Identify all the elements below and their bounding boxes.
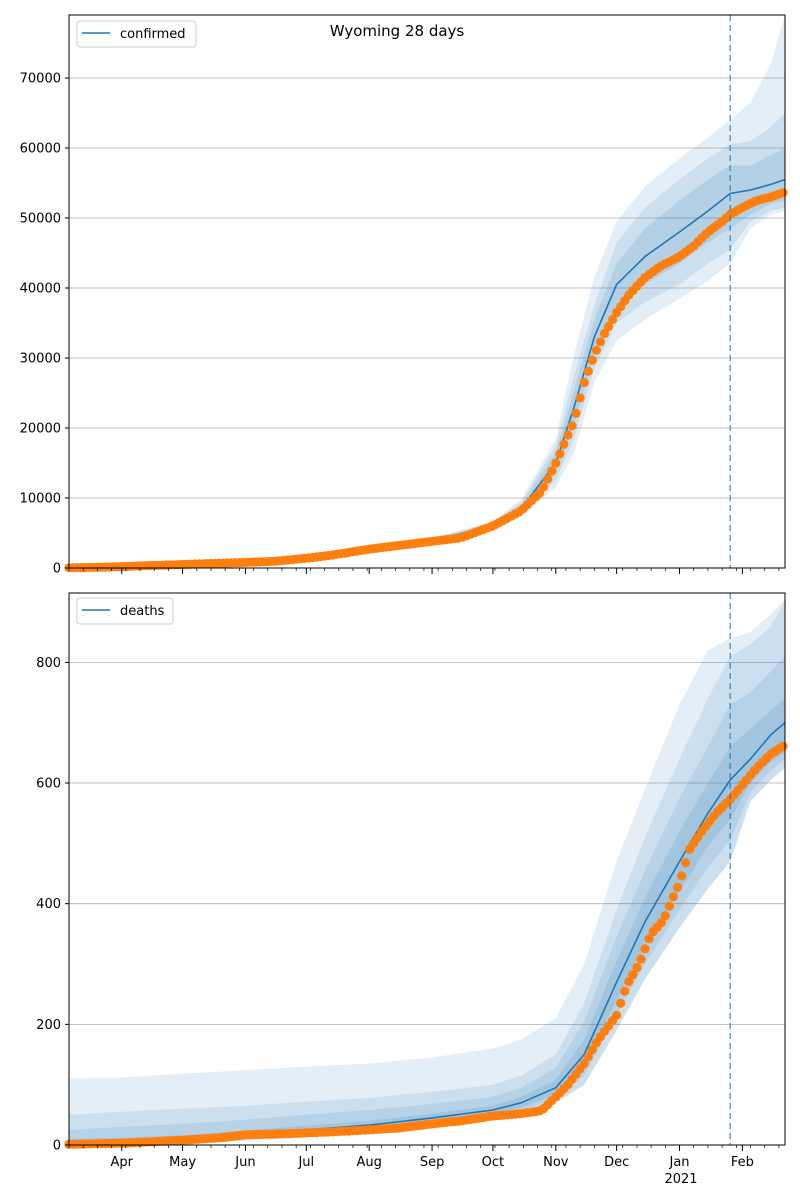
y-tick-label: 600 [36, 777, 61, 792]
observed-point [616, 998, 626, 1008]
y-tick-label: 40000 [20, 282, 61, 297]
observed-point [583, 366, 593, 376]
uncertainty-band-2 [69, 113, 785, 568]
observed-point [551, 458, 561, 468]
observed-point [778, 741, 788, 751]
observed-point [543, 474, 553, 484]
uncertainty-band-1 [69, 15, 785, 568]
y-tick-label: 10000 [20, 492, 61, 507]
observed-point [778, 188, 788, 198]
confirmed-legend-label: confirmed [120, 27, 186, 42]
observed-point [636, 954, 646, 964]
y-tick-label: 30000 [20, 352, 61, 367]
observed-point [640, 944, 650, 954]
confirmed-panel: 0 10000 20000 30000 40000 50000 60000 70000 con… [20, 14, 788, 577]
observed-point [644, 934, 654, 944]
deaths-panel: 0 200 400 600 800 Apr May Jun Jul Aug Sep Oct Nov De… [36, 592, 788, 1187]
y-tick-label: 60000 [20, 142, 61, 157]
observed-point [579, 1059, 589, 1069]
observed-point [628, 970, 638, 980]
y-tick-label: 0 [53, 562, 61, 577]
deaths-legend-label: deaths [120, 604, 165, 619]
observed-point [587, 355, 597, 365]
x-year-label: 2021 [664, 1172, 697, 1187]
observed-point [672, 882, 683, 892]
y-tick-label: 50000 [20, 212, 61, 227]
uncertainty-band-1 [69, 599, 785, 1145]
observed-point [603, 321, 614, 332]
x-tick-label: Jan [669, 1155, 690, 1170]
observed-point [677, 871, 687, 881]
observed-point [612, 1010, 622, 1020]
observed-point [587, 1045, 597, 1055]
deaths-axes-frame [68, 592, 786, 1146]
observed-point [555, 449, 565, 459]
observed-point [591, 345, 602, 355]
y-tick-label: 200 [36, 1018, 61, 1033]
x-tick-label: Aug [356, 1155, 381, 1170]
x-tick-label: Dec [604, 1155, 629, 1170]
deaths-y-axis: 0 200 400 600 800 [36, 656, 69, 1154]
x-tick-label: Nov [543, 1155, 569, 1170]
y-tick-label: 0 [53, 1139, 61, 1154]
confirmed-bands [69, 15, 785, 568]
observed-point [632, 962, 642, 973]
observed-point [575, 393, 585, 403]
deaths-observed-points [64, 741, 788, 1149]
observed-point [563, 430, 573, 440]
confirmed-legend-box [76, 20, 197, 48]
confirmed-legend: confirmed [76, 20, 197, 48]
y-tick-label: 20000 [20, 422, 61, 437]
observed-point [583, 1052, 593, 1062]
uncertainty-band-3 [69, 148, 785, 568]
x-tick-label: Apr [110, 1155, 133, 1170]
confirmed-axes-frame [68, 14, 786, 569]
observed-point [595, 337, 606, 347]
chart-title: Wyoming 28 days [330, 22, 465, 40]
x-tick-label: Oct [482, 1155, 504, 1170]
x-tick-label: Sep [420, 1155, 445, 1170]
deaths-x-axis: Apr May Jun Jul Aug Sep Oct Nov Dec Jan Feb [68, 1145, 780, 1170]
confirmed-y-axis: 0 10000 20000 30000 40000 50000 60000 70000 [20, 72, 69, 577]
y-tick-label: 800 [36, 656, 61, 671]
observed-point [668, 892, 679, 902]
observed-point [620, 986, 630, 996]
observed-point [559, 439, 569, 449]
confirmed-observed-points [64, 188, 788, 573]
x-tick-label: Jul [297, 1155, 314, 1170]
deaths-legend: deaths [76, 597, 174, 625]
observed-point [547, 466, 557, 476]
uncertainty-band-4 [69, 698, 785, 1145]
observed-point [599, 328, 610, 339]
y-tick-label: 70000 [20, 72, 61, 87]
observed-point [567, 421, 577, 431]
x-tick-label: Feb [731, 1155, 754, 1170]
observed-point [571, 408, 581, 418]
observed-point [681, 858, 691, 868]
observed-point [608, 314, 618, 325]
observed-point [539, 482, 549, 492]
observed-point [579, 377, 589, 388]
observed-point [656, 918, 666, 928]
y-tick-label: 400 [36, 897, 61, 912]
confirmed-gridlines [69, 77, 785, 499]
observed-point [664, 901, 675, 911]
x-tick-label: Jun [234, 1155, 255, 1170]
x-tick-label: May [169, 1155, 196, 1170]
observed-point [624, 977, 634, 987]
observed-point [660, 911, 670, 921]
deaths-legend-box [76, 597, 174, 625]
uncertainty-band-2 [69, 602, 785, 1145]
